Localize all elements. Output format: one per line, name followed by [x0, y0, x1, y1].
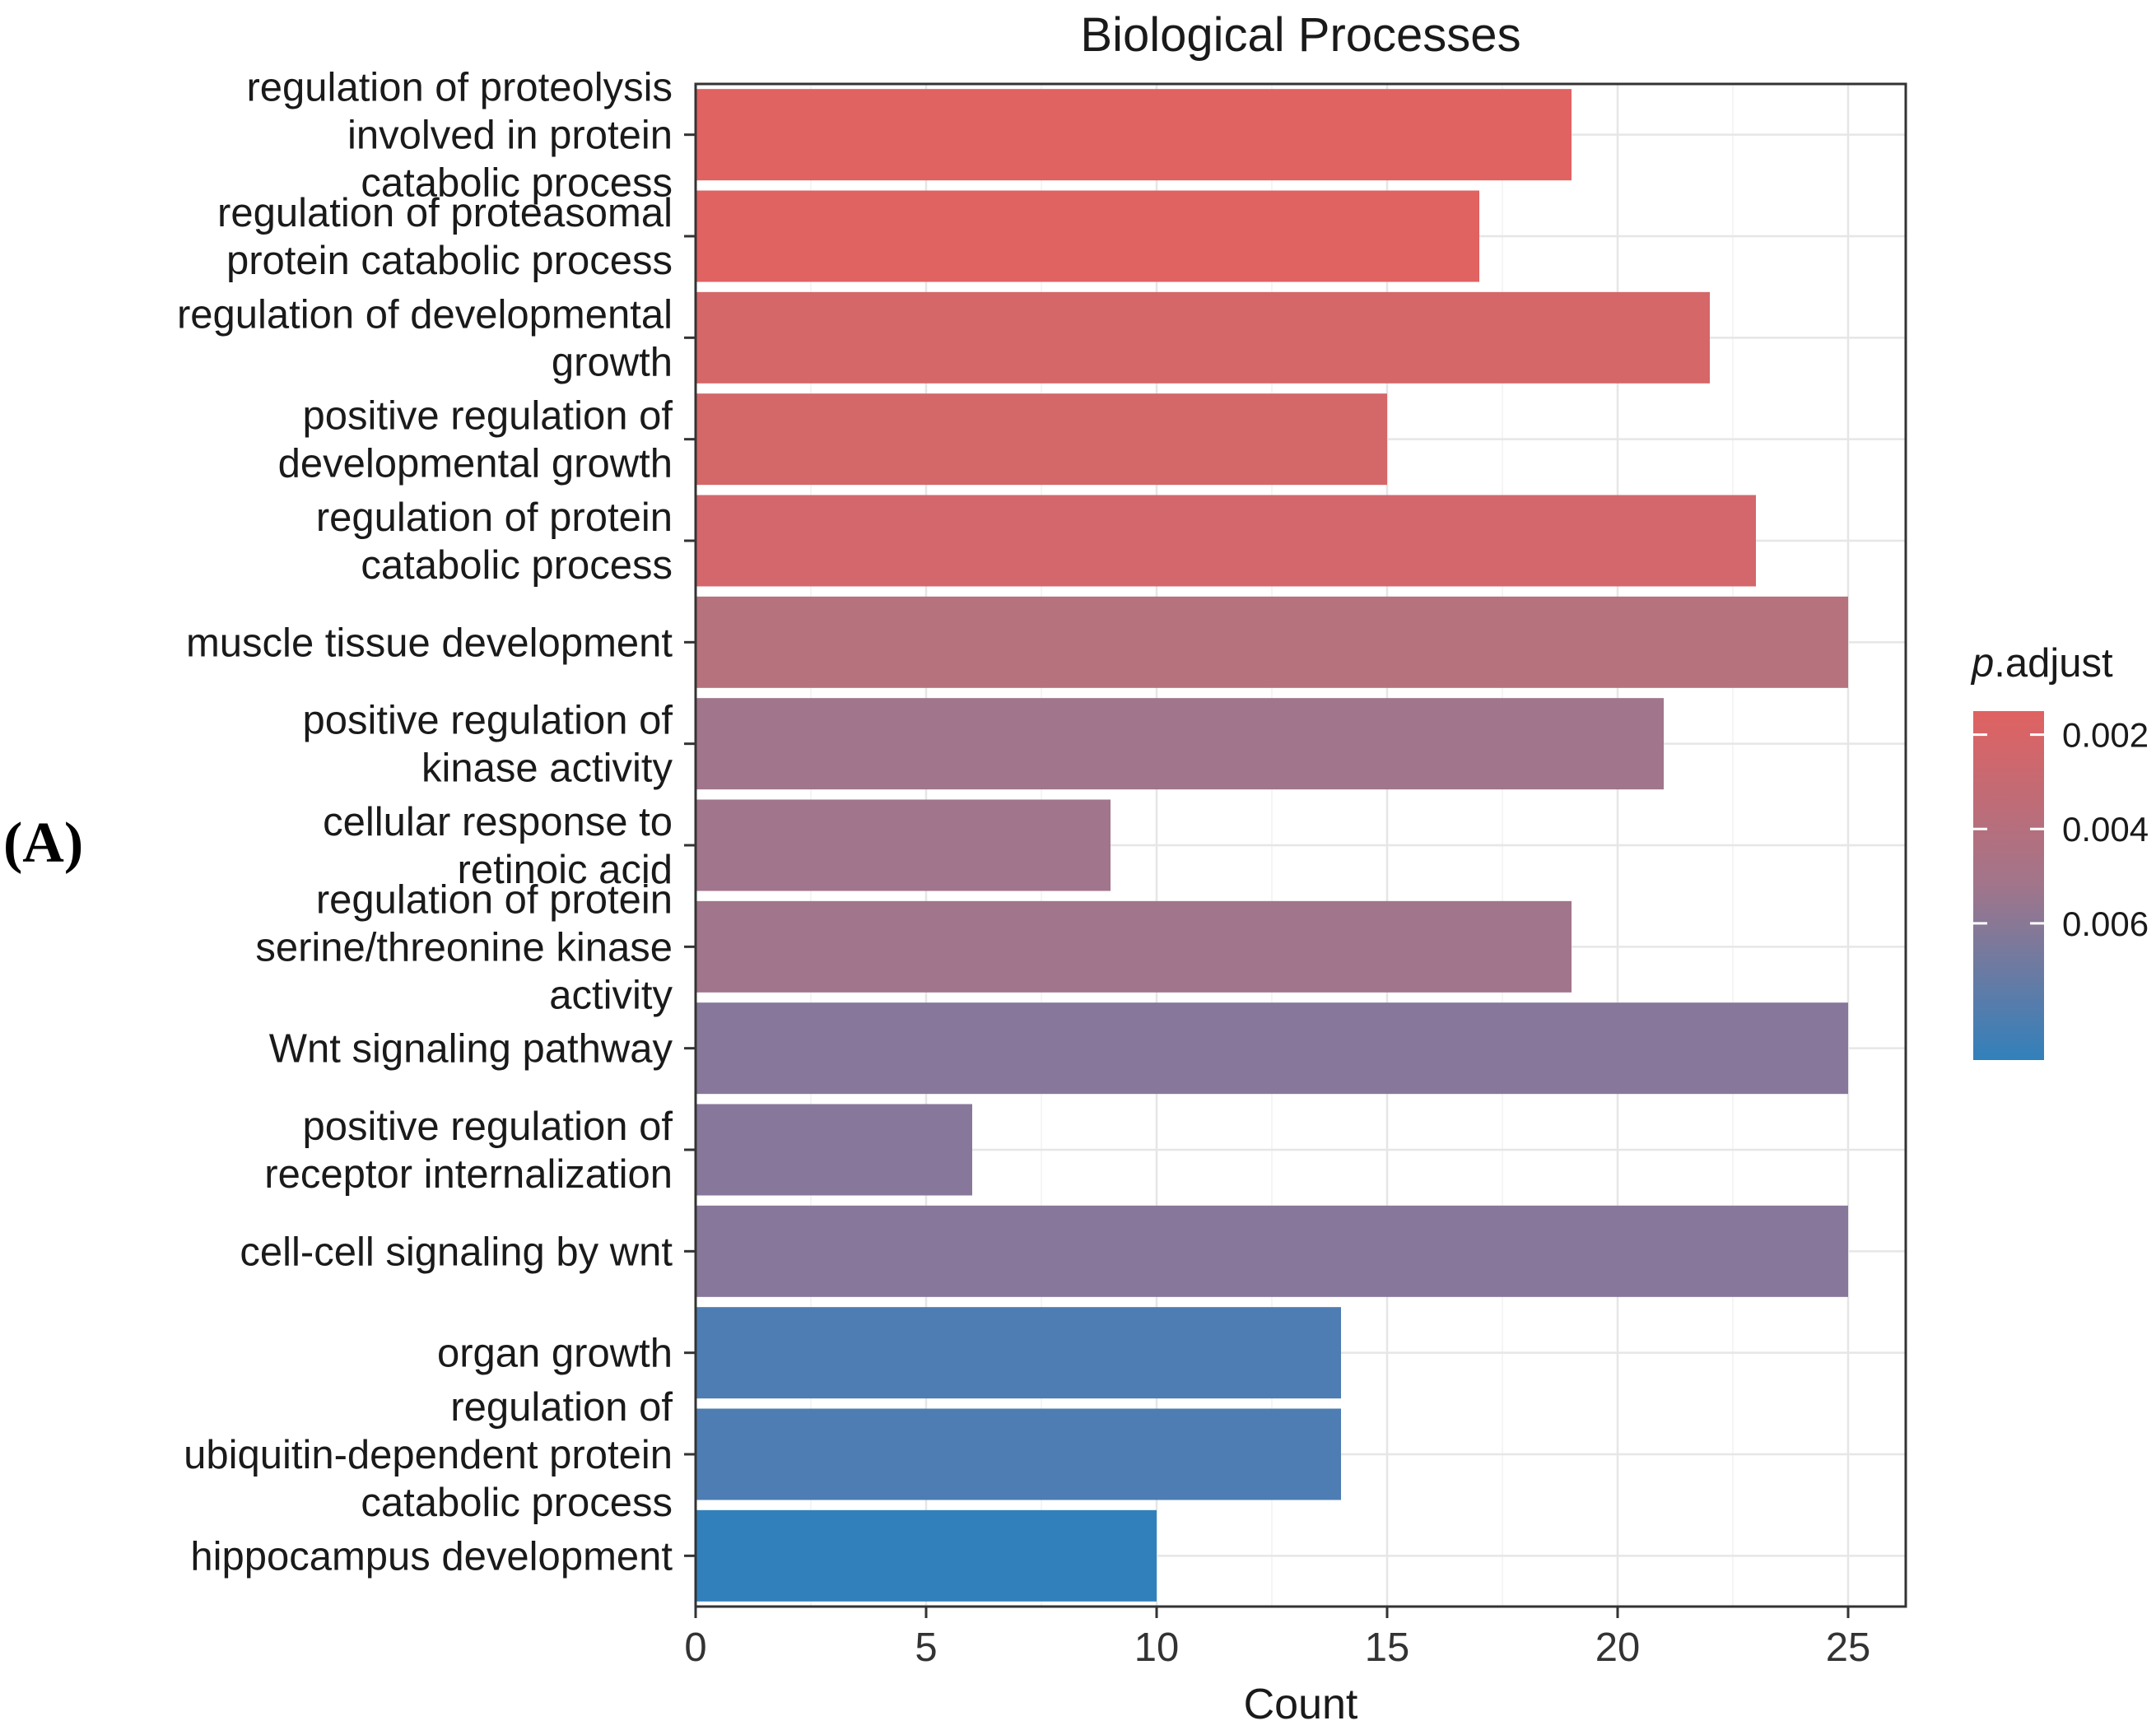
y-tick-label: positive regulation of kinase activity — [303, 699, 673, 791]
bar — [696, 495, 1756, 587]
legend-tick-label: 0.006 — [2062, 905, 2149, 943]
bar — [696, 1002, 1848, 1095]
y-tick-label: regulation of developmental growth — [177, 292, 673, 384]
bar — [696, 1509, 1157, 1602]
y-tick-label-line: cell-cell signaling by wnt — [240, 1230, 673, 1274]
y-tick-label-line: protein catabolic process — [226, 239, 673, 283]
y-tick-label-line: regulation of — [450, 1385, 673, 1430]
y-tick-label-line: developmental growth — [278, 442, 673, 486]
bar — [696, 799, 1111, 891]
y-tick-label: regulation of protein catabolic process — [316, 495, 673, 588]
y-tick-label-line: kinase activity — [421, 746, 673, 791]
y-tick-label-line: positive regulation of — [303, 1105, 673, 1149]
x-tick-label: 20 — [1595, 1625, 1641, 1670]
y-tick-label-line: regulation of developmental — [177, 292, 673, 337]
y-tick-label: muscle tissue development — [186, 621, 673, 665]
y-tick-label: cellular response to retinoic acid — [323, 800, 673, 892]
y-tick-label-line: growth — [552, 340, 673, 384]
legend-title-italic: p — [1970, 641, 1994, 686]
bar — [696, 1307, 1341, 1399]
bar — [696, 900, 1572, 993]
y-tick-label-line: regulation of proteolysis — [246, 66, 673, 110]
y-tick-label: regulation of protein serine/threonine ki… — [255, 877, 673, 1017]
panel-tag: (A) — [3, 812, 84, 875]
y-tick-label: Wnt signaling pathway — [269, 1027, 673, 1072]
y-tick-label-line: retinoic acid — [458, 848, 673, 892]
y-tick-label-line: organ growth — [437, 1332, 673, 1376]
x-axis-label: Count — [1244, 1681, 1358, 1728]
y-tick-label-line: ubiquitin-dependent protein — [184, 1433, 673, 1477]
y-tick-label-line: regulation of proteasomal — [217, 191, 673, 235]
bar — [696, 698, 1664, 790]
y-tick-label-line: cellular response to — [323, 800, 673, 844]
y-tick-label-line: catabolic process — [361, 1481, 673, 1525]
legend-ticks: 0.002 0.004 0.006 — [1973, 716, 2149, 943]
y-tick-label: regulation of proteasomal protein catabol… — [217, 191, 673, 283]
y-tick-label: organ growth — [437, 1332, 673, 1376]
y-tick-label-line: catabolic process — [361, 161, 673, 206]
y-tick-label-line: muscle tissue development — [186, 621, 673, 665]
legend: p.adjust 0.002 0.004 0.006 — [1970, 641, 2149, 1060]
legend-colorbar — [1973, 711, 2044, 1060]
x-tick-label: 5 — [915, 1625, 937, 1670]
y-tick-label-line: catabolic process — [361, 543, 673, 588]
y-tick-label: positive regulation of developmental grow… — [278, 394, 673, 486]
bar — [696, 89, 1572, 181]
y-tick-label-line: positive regulation of — [303, 699, 673, 743]
y-tick-label-line: receptor internalization — [264, 1152, 673, 1197]
bar — [696, 1104, 972, 1196]
bar — [696, 291, 1710, 384]
x-tick-label: 10 — [1134, 1625, 1180, 1670]
y-tick-label-line: Wnt signaling pathway — [269, 1027, 673, 1072]
y-axis: regulation of proteolysis involved in pro… — [177, 66, 696, 1579]
x-tick-label: 25 — [1826, 1625, 1871, 1670]
y-tick-label: cell-cell signaling by wnt — [240, 1230, 673, 1274]
chart-title: Biological Processes — [1080, 8, 1520, 62]
y-tick-label: hippocampus development — [190, 1534, 673, 1579]
bar — [696, 1205, 1848, 1297]
legend-tick-label: 0.002 — [2062, 716, 2149, 755]
y-tick-label-line: regulation of protein — [316, 877, 673, 922]
y-tick-label-line: positive regulation of — [303, 394, 673, 439]
y-tick-label-line: hippocampus development — [190, 1534, 673, 1579]
legend-title: p.adjust — [1970, 641, 2113, 686]
legend-tick-label: 0.004 — [2062, 810, 2149, 849]
bar — [696, 1408, 1341, 1500]
bar — [696, 596, 1848, 688]
legend-title-rest: .adjust — [1994, 641, 2113, 686]
bar — [696, 393, 1387, 486]
bars — [696, 89, 1848, 1602]
y-tick-label-line: activity — [549, 973, 673, 1017]
x-tick-label: 15 — [1365, 1625, 1410, 1670]
y-tick-label: regulation of proteolysis involved in pro… — [246, 66, 673, 206]
y-tick-label-line: regulation of protein — [316, 495, 673, 540]
bar — [696, 190, 1479, 282]
x-axis: 0 5 10 15 20 25 — [684, 1607, 1870, 1670]
y-tick-label: regulation of ubiquitin-dependent protein… — [184, 1385, 673, 1525]
x-tick-label: 0 — [684, 1625, 706, 1670]
y-tick-label-line: serine/threonine kinase — [255, 925, 673, 970]
y-tick-label-line: involved in protein — [347, 114, 673, 158]
y-tick-label: positive regulation of receptor internali… — [264, 1105, 673, 1197]
